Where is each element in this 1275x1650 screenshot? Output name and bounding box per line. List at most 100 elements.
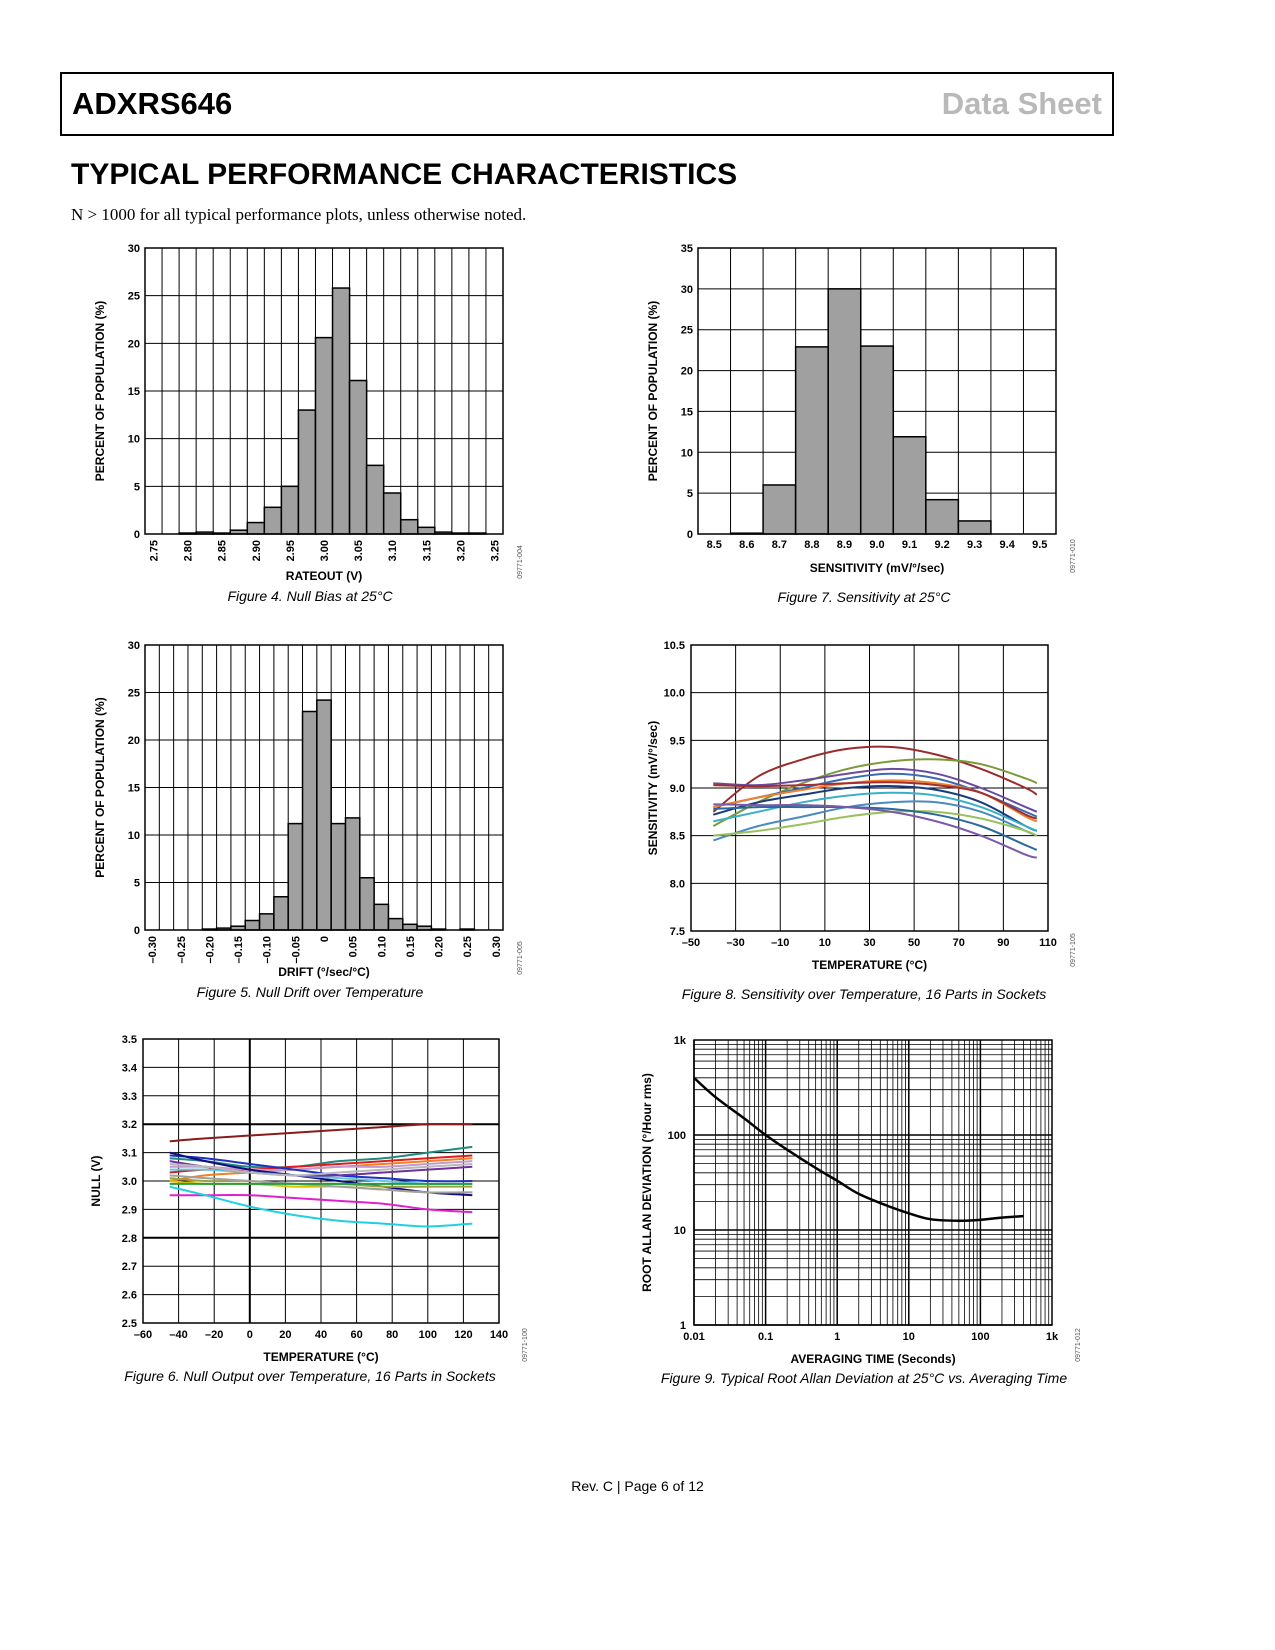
fig4-bar [365, 464, 385, 535]
fig6-figure-code: 09771-100 [522, 1328, 529, 1362]
fig9-xtick: 10 [903, 1331, 915, 1343]
fig7-xtick: 9.5 [1032, 539, 1047, 551]
fig7-ylabel: PERCENT OF POPULATION (%) [646, 301, 660, 481]
fig8-series-part8 [713, 791, 1038, 832]
fig7-frame [697, 247, 1057, 535]
fig5-xtick: –0.25 [176, 936, 188, 964]
fig6-xtick: 20 [279, 1329, 291, 1341]
fig8-ylabel: SENSITIVITY (mV/°/sec) [646, 721, 660, 856]
fig6-ytick: 2.9 [122, 1204, 137, 1216]
fig7-ytick: 15 [681, 406, 693, 418]
fig5-xtick: 0 [319, 936, 331, 942]
fig4-xlabel: RATEOUT (V) [286, 569, 362, 583]
fig7-xtick: 8.9 [837, 539, 852, 551]
fig9-xtick: 0.01 [683, 1331, 704, 1343]
fig6-xtick: –40 [169, 1329, 187, 1341]
fig5-xlabel: DRIFT (°/sec/°C) [278, 965, 370, 979]
fig4-xtick: 2.75 [149, 540, 161, 561]
fig4-ytick: 0 [134, 529, 140, 541]
fig7-xtick: 8.8 [804, 539, 819, 551]
fig6-xtick: –60 [134, 1329, 152, 1341]
fig7-bar [827, 288, 862, 535]
fig8-xtick: –10 [771, 937, 789, 949]
fig5-xtick: –0.15 [233, 936, 245, 964]
fig5-xtick: –0.05 [290, 936, 302, 964]
fig8-ytick: 9.5 [670, 735, 685, 747]
fig8-series-part12 [713, 803, 1038, 859]
fig5-ytick: 15 [128, 783, 140, 795]
fig5-ytick: 20 [128, 735, 140, 747]
fig7-ytick: 30 [681, 284, 693, 296]
fig5-bar [330, 822, 347, 931]
page-header: ADXRS646 Data Sheet [60, 72, 1114, 136]
fig8-xtick: 10 [819, 937, 831, 949]
fig6-xtick: –20 [205, 1329, 223, 1341]
fig5-ylabel: PERCENT OF POPULATION (%) [93, 697, 107, 877]
fig9-ytick: 10 [674, 1225, 686, 1237]
fig9-xtick: 0.1 [758, 1331, 773, 1343]
fig7-bar [762, 484, 797, 535]
fig5-chart: 0 5 10 15 20 25 30 –0.30 –0.25 –0.20 –0.15 –0.10 –0.… [93, 640, 524, 1000]
fig5-bar [301, 710, 318, 931]
fig5-xtick: –0.20 [204, 936, 216, 964]
fig9-xlabel: AVERAGING TIME (Seconds) [790, 1352, 955, 1366]
fig8-series-part2 [712, 758, 1038, 828]
fig4-xtick: 2.85 [217, 540, 229, 561]
fig9-figure-code: 09771-012 [1075, 1328, 1082, 1362]
fig4-xtick: 3.05 [353, 540, 365, 561]
fig4-bar [417, 526, 436, 535]
fig6-ytick: 3.1 [122, 1148, 137, 1160]
fig8-series-part1 [712, 745, 1038, 813]
fig7-bar [957, 520, 992, 535]
fig4-ylabel: PERCENT OF POPULATION (%) [93, 301, 107, 481]
fig6-ytick: 3.4 [122, 1062, 138, 1074]
fig5-bar [273, 896, 289, 931]
fig4-xtick: 3.10 [387, 540, 399, 561]
fig7-bar [794, 346, 829, 535]
fig7-ytick: 5 [687, 488, 693, 500]
fig6-xtick: 0 [247, 1329, 253, 1341]
fig6-series-part1 [169, 1122, 473, 1143]
fig4-caption: Figure 4. Null Bias at 25°C [227, 588, 393, 604]
fig9-xtick: 100 [971, 1331, 989, 1343]
fig6-xtick: 60 [350, 1329, 362, 1341]
fig8-figure-code: 09771-105 [1070, 933, 1077, 967]
fig9-ytick: 1 [680, 1320, 686, 1332]
fig5-xtick: 0.20 [434, 936, 446, 957]
fig5-bar [359, 877, 375, 931]
fig5-xtick: 0.30 [491, 936, 503, 957]
fig4-bar [382, 492, 402, 535]
fig4-ytick: 25 [128, 291, 140, 303]
fig6-caption: Figure 6. Null Output over Temperature, … [124, 1368, 495, 1384]
fig5-ytick: 10 [128, 830, 140, 842]
fig6-ytick: 2.8 [122, 1233, 137, 1245]
fig4-ytick: 5 [134, 481, 140, 493]
fig9-frame [693, 1039, 1053, 1326]
fig5-xtick: 0.15 [405, 936, 417, 957]
fig8-xtick: 110 [1039, 937, 1057, 949]
fig6-ytick: 3.0 [122, 1176, 137, 1188]
fig4-bar [280, 485, 300, 535]
fig6-ytick: 2.7 [122, 1261, 137, 1273]
fig4-bar [314, 336, 334, 535]
fig5-xtick: 0.10 [376, 936, 388, 957]
fig4-bar [348, 379, 368, 535]
fig4-bar [246, 521, 266, 535]
fig8-ytick: 8.5 [670, 831, 685, 843]
fig6-ytick: 2.6 [122, 1290, 137, 1302]
fig8-ytick: 10.0 [664, 688, 685, 700]
fig4-xtick: 2.90 [251, 540, 263, 561]
fig6-ytick: 2.5 [122, 1318, 137, 1330]
fig8-xtick: 90 [997, 937, 1009, 949]
fig5-caption: Figure 5. Null Drift over Temperature [197, 984, 424, 1000]
fig7-ytick: 20 [681, 366, 693, 378]
fig4-xtick: 3.25 [489, 540, 501, 561]
population-note: N > 1000 for all typical performance plo… [71, 205, 527, 224]
fig7-xtick: 9.3 [967, 539, 982, 551]
fig6-series-part14 [169, 1162, 473, 1177]
fig9-ytick: 100 [668, 1130, 686, 1142]
fig8-xtick: 50 [908, 937, 920, 949]
fig8-xtick: –50 [682, 937, 700, 949]
fig8-ytick: 8.0 [670, 878, 685, 890]
